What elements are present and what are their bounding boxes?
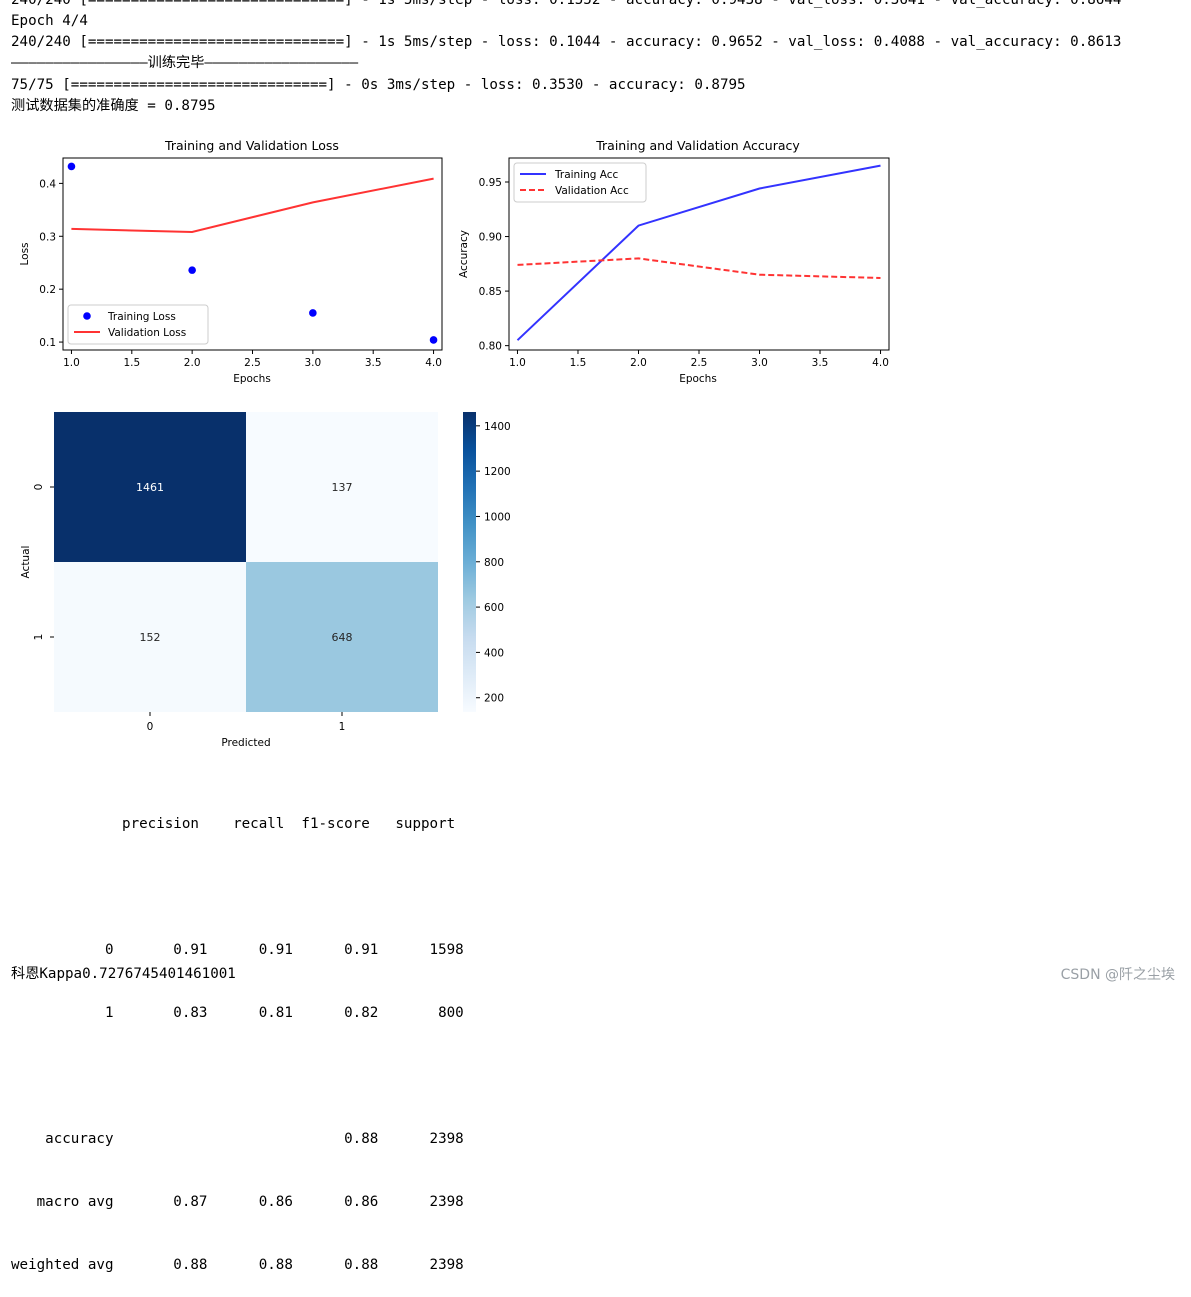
training-loss-point bbox=[309, 309, 317, 317]
loss-y-tick-label: 0.3 bbox=[39, 231, 56, 243]
accuracy-y-tick-label: 0.85 bbox=[479, 286, 502, 298]
loss-x-tick-label: 3.0 bbox=[304, 357, 321, 369]
cm-cell-value: 1461 bbox=[136, 481, 164, 494]
accuracy-x-tick-label: 2.5 bbox=[691, 357, 708, 369]
report-accuracy-row: accuracy 0.88 2398 bbox=[11, 1131, 464, 1147]
report-weighted-avg-row: weighted avg 0.88 0.88 0.88 2398 bbox=[11, 1257, 464, 1273]
cm-cell bbox=[54, 412, 246, 562]
training-loss-point bbox=[67, 162, 76, 171]
accuracy-chart-title: Training and Validation Accuracy bbox=[595, 138, 800, 153]
cm-x-label: Predicted bbox=[221, 737, 270, 749]
loss-legend-validation-label: Validation Loss bbox=[108, 327, 186, 339]
accuracy-x-tick-label: 4.0 bbox=[872, 357, 889, 369]
loss-x-tick-label: 2.0 bbox=[184, 357, 201, 369]
console-line-test-eval: 75/75 [==============================] -… bbox=[11, 77, 746, 93]
cm-colorbar-tick-label: 400 bbox=[484, 647, 504, 659]
confusion-matrix-ticks: 0 1 0 1 bbox=[33, 484, 345, 733]
accuracy-series-group bbox=[516, 164, 881, 341]
loss-x-tick-label: 1.0 bbox=[63, 357, 80, 369]
accuracy-y-ticks: 0.80 0.85 0.90 0.95 bbox=[479, 177, 509, 353]
cm-x-tick-label: 0 bbox=[147, 721, 154, 733]
loss-x-ticks: 1.0 1.5 2.0 2.5 3.0 3.5 4.0 bbox=[63, 350, 442, 369]
confusion-matrix-figure: 1461 137 152 648 0 1 0 1 Predicted Actual 200 4… bbox=[20, 412, 511, 749]
kappa-score: 科恩Kappa0.7276745401461001 bbox=[11, 966, 236, 982]
loss-legend-marker-training bbox=[83, 312, 91, 320]
loss-legend-training-label: Training Loss bbox=[107, 311, 176, 323]
validation-acc-line bbox=[517, 257, 881, 279]
loss-legend: Training Loss Validation Loss bbox=[67, 304, 209, 345]
report-spacer-row bbox=[11, 1066, 464, 1087]
cm-colorbar-tick-label: 800 bbox=[484, 557, 504, 569]
cm-colorbar-tick-label: 1000 bbox=[484, 511, 511, 523]
accuracy-x-tick-label: 3.0 bbox=[751, 357, 768, 369]
loss-x-tick-label: 4.0 bbox=[425, 357, 442, 369]
report-class0-row: 0 0.91 0.91 0.91 1598 bbox=[11, 942, 464, 958]
loss-x-tick-label: 3.5 bbox=[365, 357, 382, 369]
cm-colorbar-tick-label: 600 bbox=[484, 602, 504, 614]
accuracy-x-tick-label: 1.0 bbox=[509, 357, 526, 369]
csdn-watermark: CSDN @阡之尘埃 bbox=[1060, 967, 1175, 983]
loss-series-group bbox=[67, 162, 438, 344]
cm-cell-value: 137 bbox=[332, 481, 353, 494]
cm-colorbar-tick-label: 200 bbox=[484, 693, 504, 705]
loss-x-label: Epochs bbox=[233, 373, 271, 385]
loss-x-tick-label: 2.5 bbox=[244, 357, 261, 369]
accuracy-x-tick-label: 3.5 bbox=[812, 357, 829, 369]
accuracy-legend-validation-label: Validation Acc bbox=[555, 185, 629, 197]
console-line-epoch4-progress: 240/240 [==============================]… bbox=[11, 34, 1122, 50]
accuracy-y-label: Accuracy bbox=[458, 230, 470, 278]
training-curves-figure: Training and Validation Loss 1.0 1.5 2.0 2.… bbox=[19, 138, 890, 385]
cm-colorbar-tick-label: 1400 bbox=[484, 421, 511, 433]
accuracy-x-tick-label: 2.0 bbox=[630, 357, 647, 369]
console-line-test-accuracy: 测试数据集的准确度 = 0.8795 bbox=[11, 98, 216, 114]
classification-report: precision recall f1-score support 0 0.91… bbox=[11, 772, 464, 1297]
training-acc-line bbox=[516, 164, 881, 341]
cm-cell bbox=[246, 412, 438, 562]
loss-legend-box bbox=[67, 304, 209, 345]
loss-y-label: Loss bbox=[19, 242, 31, 265]
loss-chart: Training and Validation Loss 1.0 1.5 2.0 2.… bbox=[19, 138, 443, 385]
cm-y-tick-label: 1 bbox=[33, 634, 45, 641]
accuracy-y-tick-label: 0.80 bbox=[479, 341, 502, 353]
loss-y-tick-label: 0.4 bbox=[39, 178, 56, 190]
accuracy-y-tick-label: 0.95 bbox=[479, 177, 502, 189]
console-line-epoch3-progress: 240/240 [==============================]… bbox=[11, 0, 1122, 8]
cm-x-tick-label: 1 bbox=[339, 721, 346, 733]
console-line-training-done: ————————————————训练完毕—————————————————— bbox=[11, 55, 359, 71]
cm-colorbar-tick-label: 1200 bbox=[484, 466, 511, 478]
cm-colorbar-ticks: 200 400 600 800 1000 1200 1400 bbox=[476, 421, 511, 705]
cm-cell bbox=[246, 562, 438, 712]
loss-x-tick-label: 1.5 bbox=[123, 357, 140, 369]
accuracy-legend-box bbox=[513, 162, 647, 203]
confusion-matrix-cells: 1461 137 152 648 bbox=[54, 412, 438, 712]
training-loss-point bbox=[429, 336, 438, 344]
accuracy-y-tick-label: 0.90 bbox=[479, 232, 502, 244]
loss-y-tick-label: 0.1 bbox=[39, 337, 56, 349]
loss-y-ticks: 0.1 0.2 0.3 0.4 bbox=[39, 178, 63, 349]
report-header-row: precision recall f1-score support bbox=[11, 816, 456, 832]
cm-colorbar bbox=[463, 412, 476, 712]
accuracy-x-ticks: 1.0 1.5 2.0 2.5 3.0 3.5 4.0 bbox=[509, 350, 889, 369]
console-line-epoch-header: Epoch 4/4 bbox=[11, 13, 88, 29]
validation-loss-line bbox=[71, 177, 434, 234]
accuracy-chart: Training and Validation Accuracy 1.0 1.5 2… bbox=[458, 138, 890, 385]
loss-y-tick-label: 0.2 bbox=[39, 284, 56, 296]
cm-y-label: Actual bbox=[20, 546, 32, 579]
report-class1-row: 1 0.83 0.81 0.82 800 bbox=[11, 1005, 464, 1021]
cm-cell bbox=[54, 562, 246, 712]
training-loss-point bbox=[188, 266, 196, 274]
loss-chart-title: Training and Validation Loss bbox=[164, 138, 339, 153]
accuracy-legend: Training Acc Validation Acc bbox=[513, 162, 647, 203]
cm-cell-value: 648 bbox=[332, 631, 353, 644]
accuracy-x-label: Epochs bbox=[679, 373, 717, 385]
accuracy-legend-training-label: Training Acc bbox=[554, 169, 619, 181]
cm-y-tick-label: 0 bbox=[33, 484, 45, 491]
report-spacer-row bbox=[11, 877, 464, 898]
cm-cell-value: 152 bbox=[140, 631, 161, 644]
accuracy-x-tick-label: 1.5 bbox=[570, 357, 587, 369]
report-macro-avg-row: macro avg 0.87 0.86 0.86 2398 bbox=[11, 1194, 464, 1210]
